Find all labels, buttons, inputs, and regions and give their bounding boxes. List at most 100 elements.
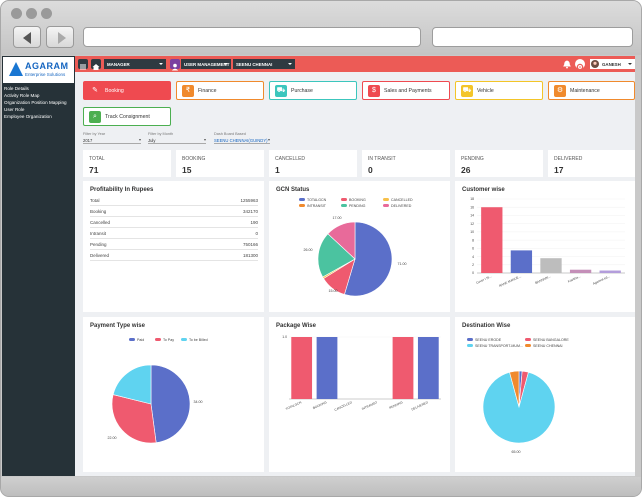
y-tick-label: 16: [470, 205, 474, 209]
forward-arrow-icon: [58, 32, 66, 44]
avatar: [591, 60, 599, 68]
y-tick-label: 8: [472, 238, 474, 242]
y-tick-label: 6: [472, 247, 474, 251]
branch-select[interactable]: SEENU CHENNAI: [233, 59, 295, 69]
stat-value: 71: [89, 165, 99, 175]
person-icon: [171, 63, 179, 71]
y-tick-label: 4: [472, 255, 474, 259]
menu-toggle-button[interactable]: [78, 59, 88, 70]
stat-in-transit: IN TRANSIT 0: [362, 150, 450, 177]
destination-wise-card: Destination Wise SEENU ERODE SEENU BANGAL…: [455, 317, 635, 472]
tile-sales-label: Sales and Payments: [384, 88, 432, 94]
profit-row-value: 1255963: [240, 198, 258, 203]
branch-select-value: SEENU CHENNAI: [236, 61, 273, 67]
window-maximize-dot[interactable]: [41, 8, 52, 19]
tile-sales-and-payments[interactable]: $ Sales and Payments: [362, 81, 450, 100]
profit-row-label: Cancelled: [90, 220, 111, 225]
legend-label: BOOKING: [349, 198, 366, 202]
gcn-status-card: GCN Status TOTALGCN BOOKING CANCELLED INTRA…: [269, 181, 450, 312]
month-filter-label: Filter by Month: [148, 132, 174, 136]
tile-finance[interactable]: ₹ Finance: [176, 81, 264, 100]
pie-slice: [112, 364, 152, 405]
tile-maintenance[interactable]: ⚙ Maintenance: [548, 81, 635, 100]
logo-tagline: Enterprise Solutions: [25, 72, 66, 77]
logo-name: AGARAM: [25, 61, 69, 71]
bar: [291, 337, 313, 399]
legend-swatch: [383, 204, 389, 207]
x-tick-label: Kavitha...: [567, 274, 581, 283]
tile-track-consignment[interactable]: ⌕ Track Consignment: [83, 107, 171, 126]
sidebar-item-organization-position-mapping[interactable]: Organization Position Mapping: [4, 100, 67, 105]
tile-track-label: Track Consignment: [105, 114, 150, 120]
pie-slice: [111, 394, 157, 444]
user-management-icon: [170, 59, 180, 71]
tile-maintenance-label: Maintenance: [570, 88, 600, 94]
legend-label: PENDING: [349, 204, 366, 208]
chevron-down-icon: [204, 139, 206, 141]
chevron-down-icon: [268, 139, 270, 141]
logo[interactable]: AGARAM Enterprise Solutions: [3, 57, 74, 83]
month-filter-select[interactable]: July: [148, 138, 206, 144]
settings-badge[interactable]: [575, 59, 585, 71]
profitability-card: Profitability In Rupees Total 1255963 Boo…: [83, 181, 264, 312]
stat-booking: BOOKING 15: [176, 150, 264, 177]
legend-swatch: [467, 338, 473, 341]
stat-value: 15: [182, 165, 192, 175]
legend-swatch: [129, 338, 135, 341]
y-tick-label: 14: [470, 214, 474, 218]
pie-slice: [509, 370, 520, 408]
profit-row-value: 750166: [242, 242, 258, 247]
user-menu[interactable]: GANESH: [590, 59, 635, 69]
sidebar: AGARAM Enterprise Solutions Role Details…: [2, 56, 75, 476]
customer-wise-card: Customer wise 0 2 4 6 8 10 12 14 16 18 Cover I Si.…: [455, 181, 635, 312]
stat-delivered: DELIVERED 17: [548, 150, 635, 177]
legend-swatch: [341, 198, 347, 201]
finance-icon: ₹: [182, 85, 194, 97]
browser-search-bar[interactable]: [432, 27, 633, 47]
back-button[interactable]: [13, 26, 41, 48]
profit-row-value: 181300: [242, 253, 258, 258]
profit-row-value: 190: [250, 220, 258, 225]
sidebar-item-activity-role-map[interactable]: Activity Role Map: [4, 93, 40, 98]
role-select-value: MANAGER: [107, 61, 130, 67]
chevron-down-icon: [288, 63, 292, 65]
module-select[interactable]: USER MANAGEMENT: [181, 59, 231, 69]
branch-filter-select[interactable]: SEENU CHENNAI(GUINDY): [214, 138, 270, 144]
legend-swatch: [525, 344, 531, 347]
tile-vehicle[interactable]: ⛟ Vehicle: [455, 81, 543, 100]
stat-value: 1: [275, 165, 280, 175]
x-tick-label: PENDING: [389, 400, 404, 410]
sidebar-item-role-details[interactable]: Role Details: [4, 86, 29, 91]
window-minimize-dot[interactable]: [26, 8, 37, 19]
destination-wise-chart: SEENU ERODE SEENU BANGALORE SEENU TRANSPOR…: [467, 338, 569, 454]
address-bar[interactable]: [83, 27, 421, 47]
year-filter-select[interactable]: 2017: [83, 138, 141, 144]
branch-filter-label: Dash Board Based: [214, 132, 246, 136]
payment-type-chart: Paid To Pay To be Billed 34.00 22.00: [108, 338, 208, 444]
sidebar-item-user-role[interactable]: User Role: [4, 107, 25, 112]
data-label: 71.00: [398, 262, 407, 266]
tile-booking[interactable]: ✎ Booking: [83, 81, 171, 100]
pie-slice: [150, 364, 191, 443]
role-select[interactable]: MANAGER: [104, 59, 166, 69]
bar: [481, 207, 503, 273]
x-tick-label: DELIVERED: [411, 400, 430, 412]
y-tick-label: 12: [470, 222, 474, 226]
track-icon: ⌕: [89, 111, 101, 123]
data-label: 22.00: [108, 436, 117, 440]
sidebar-item-employee-organization[interactable]: Employee Organization: [4, 114, 52, 119]
tile-purchase[interactable]: ⛟ Purchase: [269, 81, 357, 100]
legend-swatch: [181, 338, 187, 341]
legend-label: CANCELLED: [391, 198, 413, 202]
home-button[interactable]: [91, 59, 101, 70]
back-arrow-icon: [23, 32, 31, 44]
bell-icon[interactable]: [562, 59, 572, 69]
window-close-dot[interactable]: [11, 8, 22, 19]
legend-swatch: [299, 198, 305, 201]
legend-swatch: [341, 204, 347, 207]
gear-icon: [576, 63, 584, 71]
chart-title: GCN Status: [276, 187, 310, 193]
profit-row-label: Delivered: [90, 253, 110, 258]
forward-button[interactable]: [46, 26, 74, 48]
